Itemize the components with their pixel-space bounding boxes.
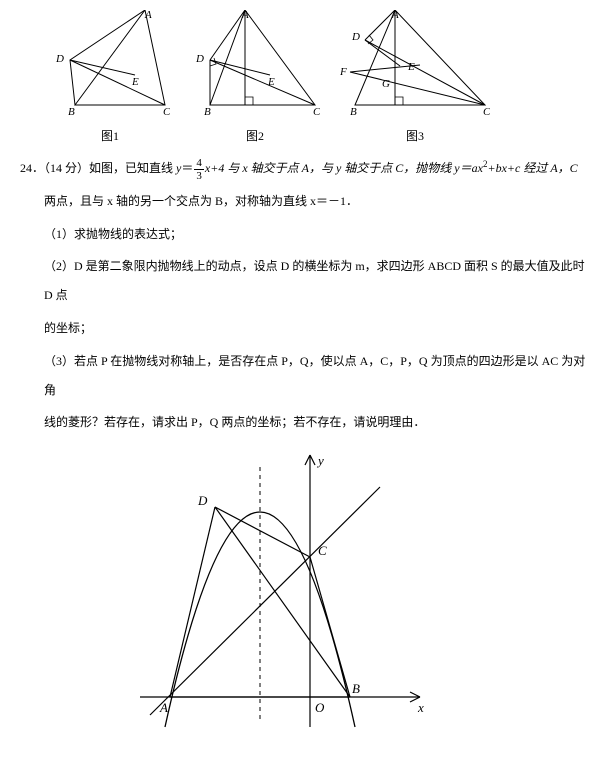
fraction-4-3: 43 (194, 157, 204, 182)
point-B: B (352, 681, 360, 696)
point-A: A (159, 700, 168, 715)
main-graph: y x O A B C D (20, 447, 590, 752)
svg-text:G: G (382, 78, 390, 90)
fig2-label: 图2 (190, 127, 320, 144)
fig2-svg: A B C D E (190, 10, 320, 120)
svg-text:C: C (163, 106, 170, 118)
fig1-svg: A B C D E (50, 10, 170, 120)
point-C: C (318, 543, 327, 558)
figure-1: A B C D E 图1 (50, 10, 170, 144)
svg-text:C: C (313, 106, 320, 118)
fig3-svg: A B C D E F G (340, 10, 490, 120)
svg-text:E: E (131, 76, 139, 88)
figure-row: A B C D E 图1 A B C (20, 10, 590, 144)
figure-2: A B C D E 图2 (190, 10, 320, 144)
fig1-label: 图1 (50, 127, 170, 144)
svg-text:D: D (351, 31, 360, 43)
score: （14 分） (44, 161, 89, 175)
svg-text:D: D (195, 53, 204, 65)
svg-text:E: E (267, 76, 275, 88)
question-3-line-1: （3）若点 P 在抛物线对称轴上，是否存在点 P，Q，使以点 A，C，P，Q 为… (20, 347, 590, 405)
svg-text:A: A (241, 10, 249, 21)
question-1: （1）求抛物线的表达式； (20, 220, 590, 249)
stem-line-2: 两点，且与 x 轴的另一个交点为 B，对称轴为直线 x＝－1． (20, 187, 590, 216)
stem-line-1: 24．（14 分）如图，已知直线 y＝43x+4 与 x 轴交于点 A，与 y … (20, 154, 590, 183)
svg-text:E: E (407, 61, 415, 73)
svg-text:B: B (350, 106, 357, 118)
question-3-line-2: 线的菱形？若存在，请求出 P，Q 两点的坐标；若不存在，请说明理由． (20, 408, 590, 437)
figure-3: A B C D E F G 图3 (340, 10, 490, 144)
svg-text:B: B (204, 106, 211, 118)
svg-text:A: A (391, 10, 399, 21)
point-D: D (197, 493, 208, 508)
svg-text:C: C (483, 106, 490, 118)
axis-y-label: y (316, 453, 324, 468)
problem-number: 24 (20, 161, 32, 175)
question-2-line-1: （2）D 是第二象限内抛物线上的动点，设点 D 的横坐标为 m，求四边形 ABC… (20, 252, 590, 310)
svg-text:D: D (55, 53, 64, 65)
fig3-label: 图3 (340, 127, 490, 144)
question-2-line-2: 的坐标； (20, 314, 590, 343)
svg-text:B: B (68, 106, 75, 118)
origin-label: O (315, 700, 325, 715)
graph-svg: y x O A B C D (140, 447, 430, 747)
problem-24: 24．（14 分）如图，已知直线 y＝43x+4 与 x 轴交于点 A，与 y … (20, 154, 590, 437)
svg-text:A: A (144, 10, 152, 21)
svg-text:F: F (340, 66, 347, 78)
axis-x-label: x (417, 700, 424, 715)
